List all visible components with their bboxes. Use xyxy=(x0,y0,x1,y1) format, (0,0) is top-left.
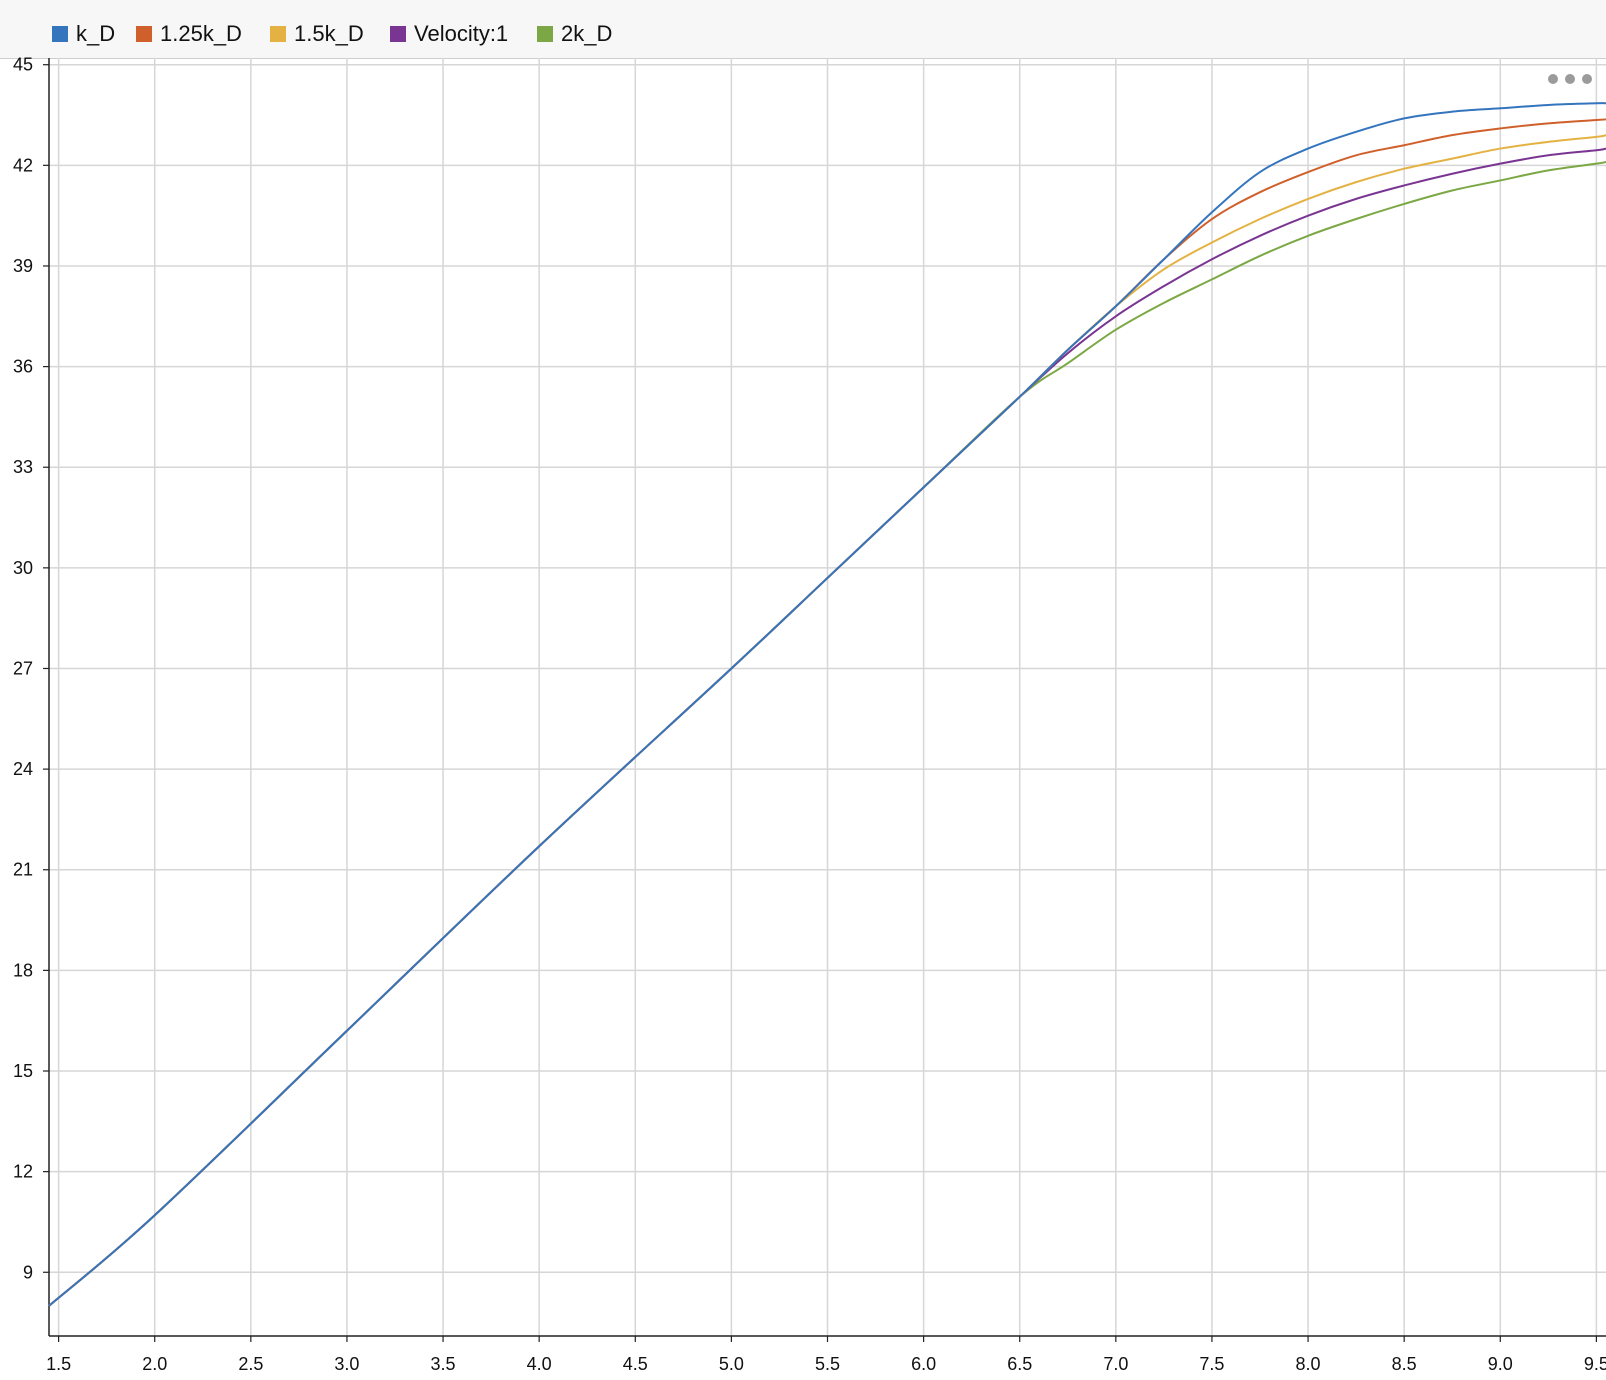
y-tick-label: 36 xyxy=(13,357,33,377)
y-tick-label: 33 xyxy=(13,457,33,477)
series-lines xyxy=(48,102,1606,1307)
y-tick-label: 12 xyxy=(13,1162,33,1182)
y-tick-label: 21 xyxy=(13,860,33,880)
bottom-strip xyxy=(0,1372,1606,1380)
x-tick-label: 9.5 xyxy=(1584,1354,1606,1374)
x-tick-label: 3.0 xyxy=(334,1354,359,1374)
axes xyxy=(43,58,1606,1342)
legend-item[interactable]: Velocity:1 xyxy=(390,21,509,46)
x-tick-label: 5.5 xyxy=(815,1354,840,1374)
legend-item[interactable]: 1.25k_D xyxy=(136,21,242,46)
x-tick-label: 4.0 xyxy=(527,1354,552,1374)
y-tick-label: 24 xyxy=(13,759,33,779)
more-options-icon[interactable] xyxy=(1582,74,1592,84)
legend-swatch xyxy=(537,26,553,42)
x-tick-label: 3.5 xyxy=(431,1354,456,1374)
y-tick-label: 9 xyxy=(23,1262,33,1282)
y-tick-label: 42 xyxy=(13,155,33,175)
y-tick-labels: 9 12 15 18 21 24 27 30 33 36 39 42 45 xyxy=(13,55,33,1283)
series-line-k_D xyxy=(48,102,1606,1307)
legend-swatch xyxy=(390,26,406,42)
x-tick-label: 5.0 xyxy=(719,1354,744,1374)
x-tick-label: 7.0 xyxy=(1103,1354,1128,1374)
legend-label: k_D xyxy=(76,21,116,46)
y-tick-label: 15 xyxy=(13,1061,33,1081)
y-tick-label: 18 xyxy=(13,960,33,980)
legend-item[interactable]: k_D xyxy=(52,21,116,46)
legend-label: 2k_D xyxy=(561,21,613,46)
x-tick-label: 8.5 xyxy=(1392,1354,1417,1374)
y-tick-label: 45 xyxy=(13,55,33,75)
x-tick-label: 1.5 xyxy=(46,1354,71,1374)
more-options-icon[interactable] xyxy=(1565,74,1575,84)
legend-label: Velocity:1 xyxy=(414,21,509,46)
x-tick-label: 8.0 xyxy=(1296,1354,1321,1374)
legend-item[interactable]: 2k_D xyxy=(537,21,613,46)
x-tick-labels: 1.5 2.0 2.5 3.0 3.5 4.0 4.5 5.0 5.5 6.0 6.5 7.0 7.5 8… xyxy=(46,1354,1606,1374)
legend-swatch xyxy=(136,26,152,42)
grid xyxy=(49,58,1606,1336)
legend-label: 1.5k_D xyxy=(294,21,364,46)
x-tick-label: 2.0 xyxy=(142,1354,167,1374)
legend-label: 1.25k_D xyxy=(160,21,242,46)
legend-item[interactable]: 1.5k_D xyxy=(270,21,364,46)
y-tick-label: 39 xyxy=(13,256,33,276)
legend: k_D 1.25k_D 1.5k_D Velocity:1 2k_D xyxy=(0,0,1606,59)
x-tick-label: 2.5 xyxy=(238,1354,263,1374)
more-options-icon[interactable] xyxy=(1548,74,1558,84)
legend-swatch xyxy=(52,26,68,42)
more-options-button[interactable] xyxy=(1548,74,1592,84)
y-tick-label: 27 xyxy=(13,658,33,678)
x-tick-label: 7.5 xyxy=(1199,1354,1224,1374)
legend-swatch xyxy=(270,26,286,42)
x-tick-label: 9.0 xyxy=(1488,1354,1513,1374)
x-tick-label: 4.5 xyxy=(623,1354,648,1374)
x-tick-label: 6.5 xyxy=(1007,1354,1032,1374)
x-tick-label: 6.0 xyxy=(911,1354,936,1374)
y-tick-label: 30 xyxy=(13,558,33,578)
